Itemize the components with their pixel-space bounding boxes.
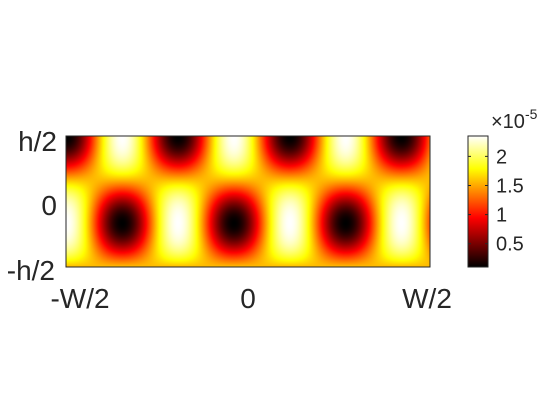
y-tick-label: -h/2 — [7, 255, 55, 286]
x-tick-label: 0 — [240, 283, 256, 314]
plot-frame — [65, 135, 431, 268]
y-tick-label: 0 — [41, 190, 57, 221]
y-tick-label: h/2 — [18, 126, 57, 157]
colorbar-gradient — [467, 135, 489, 268]
colorbar-tick-label: 0.5 — [496, 234, 524, 256]
colorbar-tick-label: 1 — [496, 205, 507, 227]
x-tick-label: W/2 — [402, 283, 452, 314]
x-tick-label: -W/2 — [50, 283, 109, 314]
colorbar: 0.5 1 1.5 2 ×10-5 — [467, 106, 538, 268]
heatmap-canvas — [66, 136, 430, 267]
colorbar-exponent: ×10-5 — [491, 106, 538, 133]
heatmap-plot — [65, 135, 431, 268]
x-axis: -W/2 0 W/2 — [50, 283, 451, 314]
colorbar-tick-label: 1.5 — [496, 175, 524, 197]
colorbar-tick-label: 2 — [496, 146, 507, 168]
y-axis: h/2 0 -h/2 — [7, 126, 57, 286]
